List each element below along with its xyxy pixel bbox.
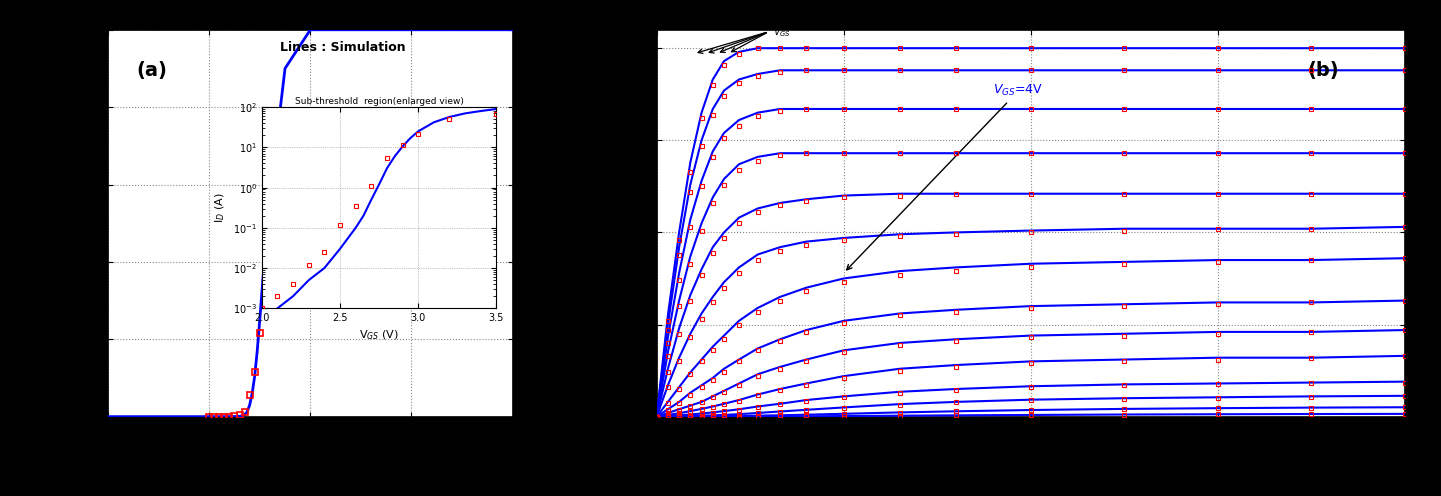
Text: V: V xyxy=(1409,106,1415,116)
Text: V: V xyxy=(1409,327,1415,337)
X-axis label: Drain-source voltage V$_{DS}$ (V): Drain-source voltage V$_{DS}$ (V) xyxy=(909,440,1153,459)
Text: V: V xyxy=(1409,353,1415,363)
Text: $V_{GS}$=4V: $V_{GS}$=4V xyxy=(847,83,1043,270)
Text: V: V xyxy=(1409,393,1415,403)
Text: (b): (b) xyxy=(1307,61,1339,80)
Text: V: V xyxy=(1409,409,1415,419)
X-axis label: Gate-source voltage V$_{GS}$ (V): Gate-source voltage V$_{GS}$ (V) xyxy=(192,440,429,459)
Y-axis label: Drain current  I$_D$ (A): Drain current I$_D$ (A) xyxy=(604,137,623,310)
Text: $V_{GS}$: $V_{GS}$ xyxy=(772,25,791,39)
Text: V: V xyxy=(1409,298,1415,308)
Y-axis label: Drain current  I$_D$ (A): Drain current I$_D$ (A) xyxy=(55,137,73,310)
Text: V: V xyxy=(1409,257,1415,267)
Text: V: V xyxy=(1409,378,1415,388)
Text: V: V xyxy=(1409,226,1415,236)
Text: V: V xyxy=(1409,190,1415,200)
Text: V: V xyxy=(1409,43,1415,53)
Text: (a): (a) xyxy=(137,61,167,80)
Text: V: V xyxy=(1409,150,1415,160)
Text: V: V xyxy=(1409,403,1415,413)
Text: V: V xyxy=(1409,69,1415,79)
Text: Lines : Simulation: Lines : Simulation xyxy=(280,41,405,55)
